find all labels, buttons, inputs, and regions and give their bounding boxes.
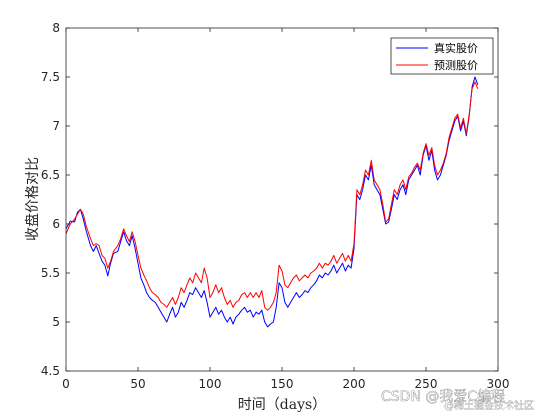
watermark-text: CSDN @我爱C编程 [381,389,505,405]
y-tick-labels: 4.5 5 5.5 6 6.5 7 7.5 8 [41,21,60,378]
legend-label-predicted: 预测股价 [434,59,478,72]
x-axis-label: 时间（days） [238,397,326,413]
y-axis-label: 收盘价格对比 [24,157,41,241]
x-tick-label: 200 [343,377,366,391]
legend-label-real: 真实股价 [434,41,478,55]
x-tick-label: 50 [130,377,145,391]
series-layer [65,76,479,328]
x-tick-label: 100 [199,377,222,391]
y-tick-label: 7.5 [41,70,60,84]
y-tick-label: 5.5 [41,266,60,280]
legend: 真实股价 预测股价 [390,37,494,75]
y-tick-label: 6.5 [41,168,60,182]
plot-area [66,28,498,371]
ticks-layer [65,27,499,372]
watermark-subtext: @稀土掘金技术社区 [444,399,534,412]
y-tick-label: 8 [52,21,60,35]
legend-box [390,37,494,75]
x-tick-label: 150 [271,377,294,391]
x-tick-labels: 0 50 100 150 200 250 300 [62,377,509,391]
x-tick-label: 250 [415,377,438,391]
y-tick-label: 5 [52,315,60,329]
y-tick-label: 4.5 [41,364,60,378]
series-line-predicted [65,81,479,311]
x-tick-label: 0 [62,377,70,391]
y-tick-label: 6 [52,217,60,231]
y-tick-label: 7 [52,119,60,133]
series-line-real [65,76,479,328]
x-tick-label: 300 [487,377,510,391]
